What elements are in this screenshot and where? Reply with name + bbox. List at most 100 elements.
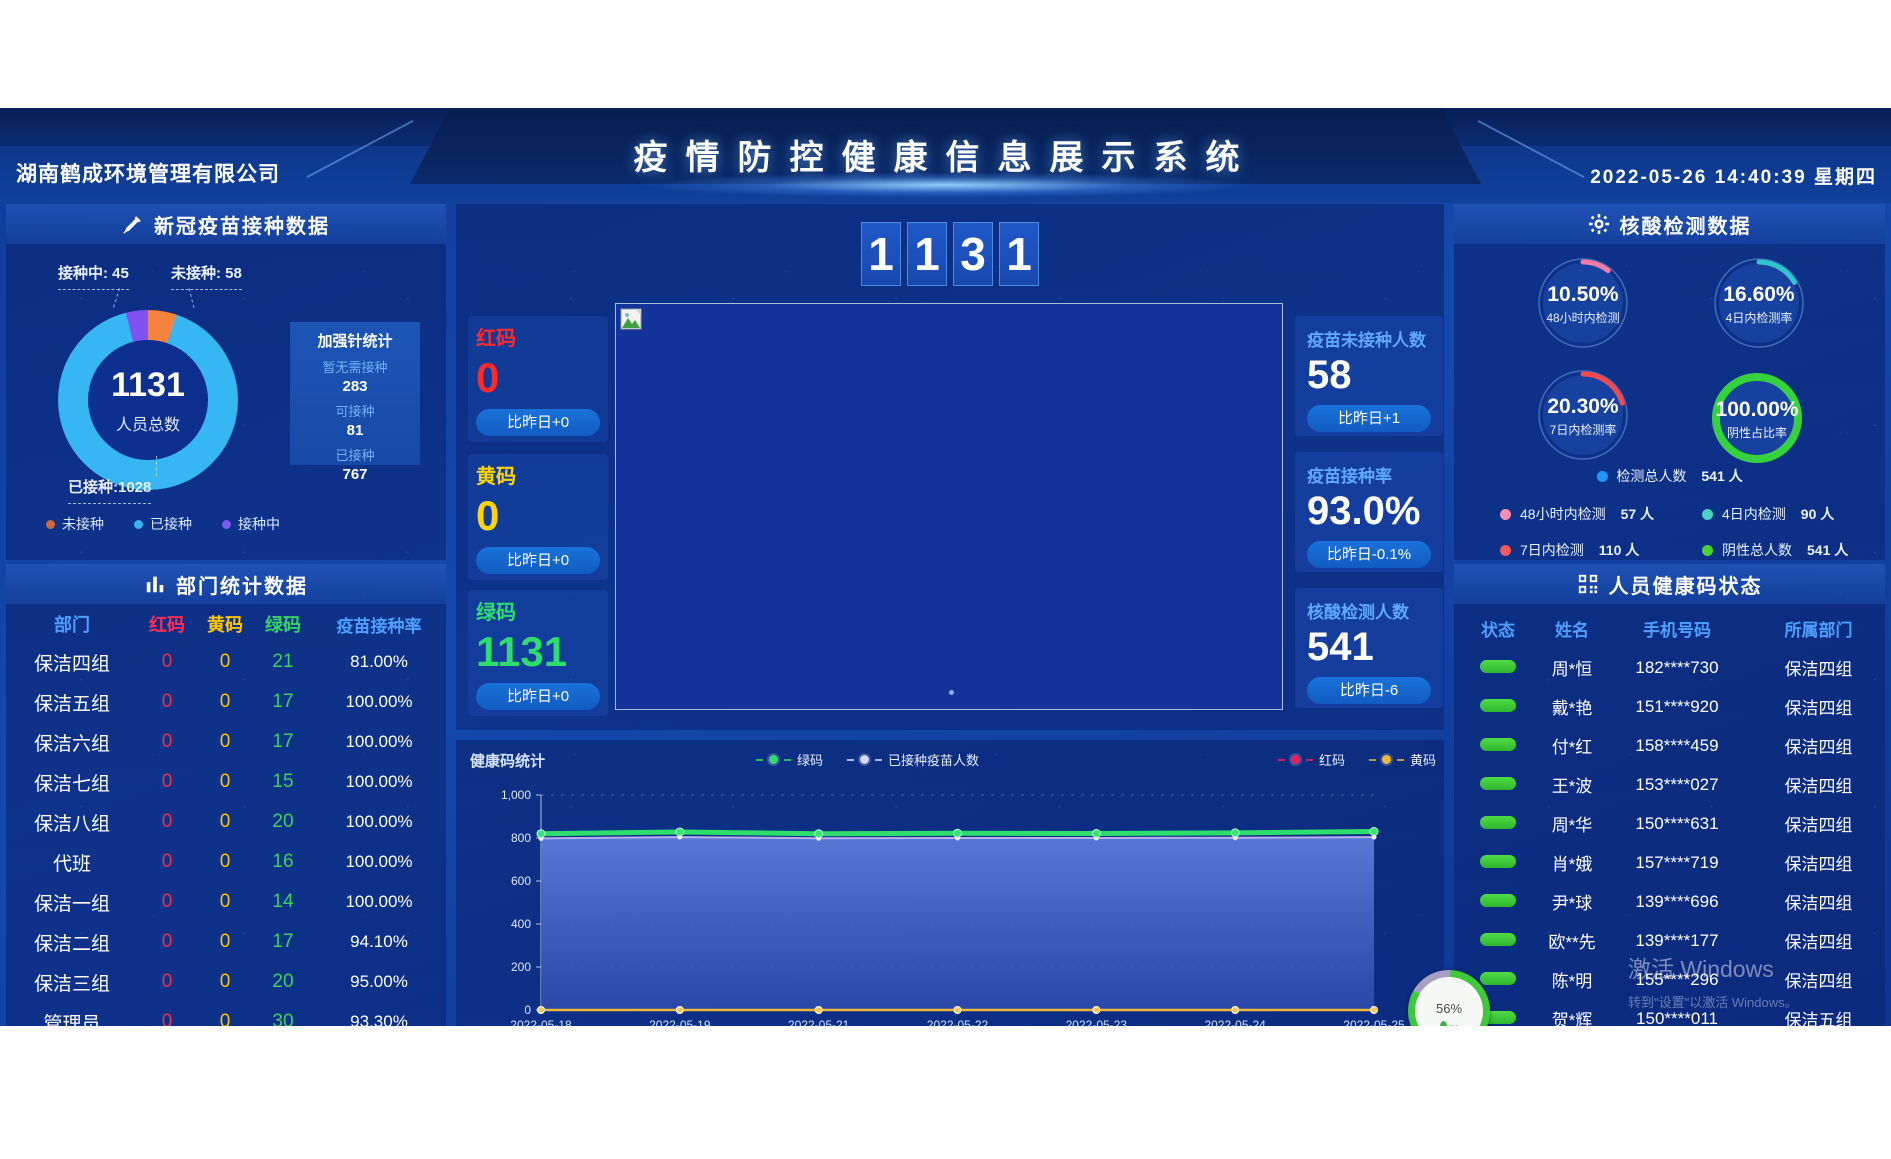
table-cell: 17 [272, 931, 294, 952]
legend-dot [46, 519, 55, 529]
health-panel-title-text: 人员健康码状态 [1608, 575, 1763, 598]
legend-marker [769, 755, 778, 764]
x-axis-tick-label: 2022-05-24 [1204, 1018, 1266, 1026]
vaccination-donut-chart: 1131 人员总数 [58, 310, 238, 490]
total-people-label: 人员总数 [115, 416, 180, 434]
status-cell [1454, 931, 1542, 951]
stat-value: 58 [1307, 353, 1352, 397]
dept-cell: 保洁五组 [1784, 1011, 1853, 1026]
dashboard: 湖南鹤成环境管理有限公司 疫情防控健康信息展示系统 2022-05-26 14:… [0, 108, 1891, 1026]
counter-digit: 1 [999, 222, 1039, 286]
carousel-dot[interactable] [949, 690, 954, 695]
green-code-pill [1480, 854, 1516, 868]
chart-legend-item[interactable]: 红码 [1278, 750, 1345, 769]
table-cell: 0 [219, 691, 231, 712]
gauge-value: 20.30% [1547, 395, 1619, 418]
legend-dash [756, 758, 763, 761]
table-cell: 0 [161, 811, 173, 832]
code-value: 0 [476, 354, 500, 401]
chart-legend-item[interactable]: 已接种疫苗人数 [847, 750, 979, 769]
table-cell: 0 [161, 731, 173, 752]
table-cell: 20 [272, 811, 294, 832]
overlay-gauge-face: 56% ··· [1415, 977, 1483, 1026]
legend-label: 阴性总人数 [1722, 542, 1792, 558]
phone-cell: 139****177 [1635, 930, 1719, 950]
legend-marker [860, 755, 870, 764]
table-cell: 14 [272, 891, 294, 912]
phone-cell: 139****696 [1635, 891, 1719, 911]
delta-badge: 比昨日+1 [1307, 405, 1431, 432]
status-cell [1454, 814, 1542, 834]
health-status-table[interactable]: 状态 姓名 手机号码 所属部门 周*恒 182****730 保洁四组 戴*艳 151****9… [1454, 608, 1885, 1026]
legend-dot [1596, 470, 1608, 482]
gauge-value: 100.00% [1715, 398, 1799, 421]
phone-cell: 150****011 [1636, 1008, 1718, 1027]
screen-overlay-progress-gauge[interactable]: 56% ··· [1408, 970, 1490, 1026]
legend-dash [784, 758, 791, 761]
chart-legend-item[interactable]: 黄码 [1369, 750, 1436, 769]
column-header: 疫苗接种率 [336, 616, 422, 636]
stat-value: 93.0% [1307, 489, 1421, 533]
qr-code-icon [1577, 573, 1599, 595]
code-value: 0 [476, 492, 500, 539]
header: 湖南鹤成环境管理有限公司 疫情防控健康信息展示系统 2022-05-26 14:… [0, 108, 1891, 203]
green-code-pill [1480, 893, 1516, 907]
column-header: 黄码 [207, 615, 243, 635]
table-cell: 保洁六组 [33, 733, 110, 755]
table-row: 保洁三组 0 0 20 95.00% [6, 962, 446, 1002]
stat-card-3: 核酸检测人数 541 比昨日-6 [1295, 588, 1443, 708]
table-cell: 保洁三组 [33, 973, 110, 995]
nucleic-legend-item: 48小时内检测 57 人 [1500, 504, 1654, 524]
legend-dash [1397, 758, 1405, 761]
table-row: 王*波 153****027 保洁四组 [1454, 765, 1885, 804]
y-axis-tick-label: 200 [510, 960, 531, 974]
callout-leader-line [112, 288, 122, 308]
table-cell: 81.00% [350, 652, 408, 671]
delta-badge: 比昨日-6 [1307, 677, 1431, 704]
table-cell: 0 [219, 811, 231, 832]
nucleic-legend-item: 阴性总人数 541 人 [1702, 540, 1848, 560]
y-axis-tick-label: 600 [510, 874, 531, 888]
column-header: 所属部门 [1784, 620, 1853, 640]
table-cell: 0 [219, 851, 231, 872]
dept-cell: 保洁四组 [1784, 738, 1853, 757]
chart-legend-item[interactable]: 绿码 [756, 750, 823, 769]
health-code-chart-panel: 健康码统计 绿码 已接种疫苗人数 红码 黄码 0 200 400 600 800 1,000 2… [456, 740, 1444, 1026]
table-cell: 0 [219, 891, 231, 912]
code-counter-2: 黄码 0 比昨日+0 [468, 454, 608, 581]
media-placeholder [615, 303, 1283, 710]
table-cell: 0 [219, 731, 231, 752]
x-axis-tick-label: 2022-05-22 [926, 1018, 989, 1026]
vaccine-panel: 新冠疫苗接种数据 接种中: 45 未接种: 58 1131 人员总数 已接种:1… [6, 204, 446, 560]
legend-marker [1291, 755, 1300, 764]
table-cell: 代班 [52, 853, 91, 875]
column-header: 手机号码 [1643, 620, 1711, 640]
dept-cell: 保洁四组 [1784, 777, 1853, 796]
legend-dash [1369, 758, 1377, 761]
legend-label: 未接种 [62, 516, 104, 532]
table-cell: 0 [161, 691, 173, 712]
department-table[interactable]: 部门 红码 黄码 绿码 疫苗接种率 保洁四组 0 0 21 81.00% 保洁五组 0 0 17 100.0… [6, 606, 446, 1026]
department-panel-title: 部门统计数据 [6, 564, 446, 604]
health-panel-title: 人员健康码状态 [1454, 564, 1885, 604]
legend-dot [134, 519, 143, 529]
table-cell: 0 [219, 1011, 231, 1026]
table-row: 管理员 0 0 30 93.30% [6, 1002, 446, 1026]
bar-chart-icon [144, 573, 166, 595]
vaccine-panel-title-text: 新冠疫苗接种数据 [154, 215, 330, 238]
table-cell: 0 [161, 971, 173, 992]
nucleic-legend-item: 检测总人数 541 人 [1596, 466, 1743, 486]
chart-legend-group-2: 红码 黄码 [1278, 750, 1436, 769]
table-cell: 0 [219, 771, 231, 792]
table-cell: 100.00% [345, 692, 413, 711]
phone-cell: 157****719 [1635, 852, 1719, 872]
dept-cell: 保洁四组 [1784, 855, 1853, 874]
table-row: 付*红 158****459 保洁四组 [1454, 726, 1885, 765]
status-cell [1454, 658, 1542, 678]
stat-label: 核酸检测人数 [1307, 603, 1409, 622]
booster-item-value: 767 [342, 466, 368, 483]
dept-cell: 保洁四组 [1784, 699, 1853, 718]
x-axis-tick-label: 2022-05-21 [787, 1018, 850, 1026]
legend-label: 黄码 [1410, 753, 1437, 768]
